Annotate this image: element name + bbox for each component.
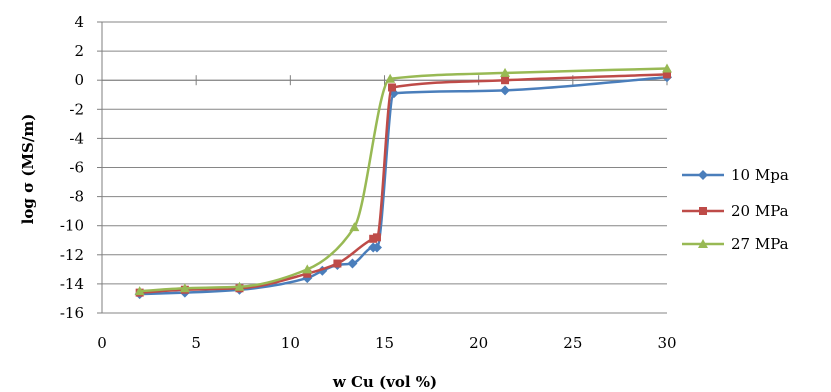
series-line — [139, 76, 668, 296]
y-tick-label: -2 — [69, 100, 84, 118]
x-tick-label: 5 — [191, 334, 201, 352]
data-point — [385, 73, 396, 83]
legend-label: 20 MPa — [731, 202, 789, 220]
legend-marker — [698, 239, 708, 248]
data-point — [500, 85, 511, 96]
y-tick-label: 2 — [74, 42, 84, 60]
y-tick-label: -10 — [60, 217, 84, 235]
series-3 — [134, 63, 672, 296]
y-tick-label: -6 — [69, 159, 84, 177]
x-tick-label: 15 — [375, 334, 394, 352]
x-tick-label: 25 — [563, 334, 582, 352]
y-tick-label: -8 — [69, 188, 84, 206]
data-point — [234, 281, 245, 291]
data-point — [347, 258, 358, 269]
data-point — [500, 67, 511, 77]
series-1 — [134, 72, 672, 300]
series-line — [139, 73, 668, 294]
legend-item: 20 MPa — [682, 202, 789, 220]
data-point — [388, 83, 397, 92]
data-point — [501, 76, 510, 85]
legend-item: 27 MPa — [682, 235, 789, 253]
y-tick-labels: 4 2 0 -2 -4 -6 -8 -10 -12 -14 -16 — [60, 13, 84, 322]
y-tick-label: 4 — [74, 13, 84, 31]
x-tick-label: 10 — [281, 334, 300, 352]
x-axis-label: w Cu (vol %) — [332, 373, 437, 391]
y-tick-label: -12 — [60, 246, 84, 264]
data-point — [302, 264, 313, 274]
x-tick-label: 0 — [97, 334, 107, 352]
data-point — [349, 222, 360, 232]
data-point — [372, 233, 381, 242]
series — [134, 63, 672, 300]
series-2 — [135, 70, 671, 297]
y-tick-label: -4 — [69, 129, 84, 147]
series-line — [139, 67, 668, 293]
legend-marker — [699, 207, 707, 215]
y-tick-label: -14 — [60, 275, 84, 293]
data-point — [371, 242, 382, 253]
legend-marker — [698, 170, 708, 180]
axes — [97, 21, 668, 314]
legend-label: 10 Mpa — [731, 166, 789, 184]
data-point — [662, 63, 672, 73]
y-tick-label: 0 — [74, 71, 84, 89]
x-tick-labels: 0 5 10 15 20 25 30 — [97, 334, 676, 352]
legend-label: 27 MPa — [731, 235, 789, 253]
data-point — [663, 70, 671, 79]
data-point — [134, 286, 145, 296]
legend: 10 Mpa 20 MPa 27 MPa — [682, 166, 789, 253]
data-point — [179, 283, 190, 293]
y-axis-label: log σ (MS/m) — [19, 114, 37, 225]
data-point — [333, 259, 342, 268]
x-tick-label: 30 — [657, 334, 676, 352]
y-tick-label: -16 — [60, 304, 84, 322]
data-point — [303, 269, 312, 278]
x-tick-label: 20 — [469, 334, 488, 352]
legend-item: 10 Mpa — [682, 166, 789, 184]
